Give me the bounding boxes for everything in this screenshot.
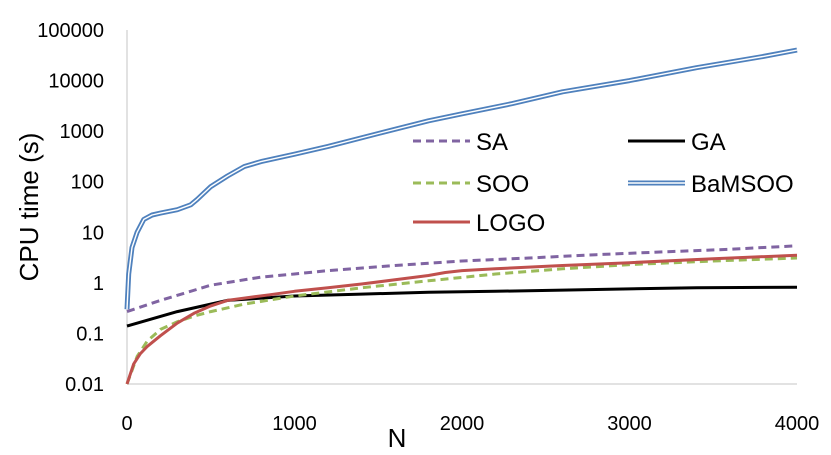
legend-item-sa: SA (413, 129, 508, 156)
series-line-soo (125, 256, 798, 385)
legend-item-ga: GA (628, 129, 726, 156)
series-line-bamsoo-inner (126, 49, 798, 310)
legend-item-soo: SOO (413, 171, 529, 198)
x-tick-label: 3000 (607, 413, 652, 435)
legend-label-ga: GA (691, 129, 726, 156)
legend-item-logo: LOGO (413, 210, 545, 237)
legend: SA GA SOO BaMSOO LOGO (413, 129, 794, 237)
x-tick-label: 0 (121, 413, 132, 435)
y-tick-label: 10000 (48, 71, 104, 93)
y-tick-label: 0.01 (65, 374, 104, 396)
series-line-ga (126, 285, 798, 328)
series-line-logo (125, 253, 798, 385)
y-axis-title: CPU time (s) (14, 133, 44, 282)
y-tick-label: 100000 (37, 20, 104, 42)
x-tick-label: 4000 (775, 413, 820, 435)
series-line-sa (126, 244, 798, 314)
legend-label-soo: SOO (476, 171, 529, 198)
y-tick-label: 0.1 (76, 323, 104, 345)
y-tick-label: 1 (93, 273, 104, 295)
series-layer (124, 47, 798, 385)
legend-label-logo: LOGO (476, 210, 545, 237)
y-tick-label: 1000 (60, 121, 105, 143)
y-tick-label: 10 (82, 222, 104, 244)
x-tick-label: 1000 (272, 413, 317, 435)
y-tick-labels: 0.01 0.1 1 10 100 1000 10000 100000 (37, 20, 104, 396)
axes (126, 30, 797, 385)
x-tick-labels: 0 1000 2000 3000 4000 (121, 413, 819, 435)
legend-label-bamsoo: BaMSOO (691, 171, 794, 198)
legend-item-bamsoo: BaMSOO (628, 171, 794, 198)
x-axis-title: N (388, 423, 407, 453)
y-tick-label: 100 (71, 172, 104, 194)
legend-label-sa: SA (476, 129, 508, 156)
x-tick-label: 2000 (440, 413, 485, 435)
